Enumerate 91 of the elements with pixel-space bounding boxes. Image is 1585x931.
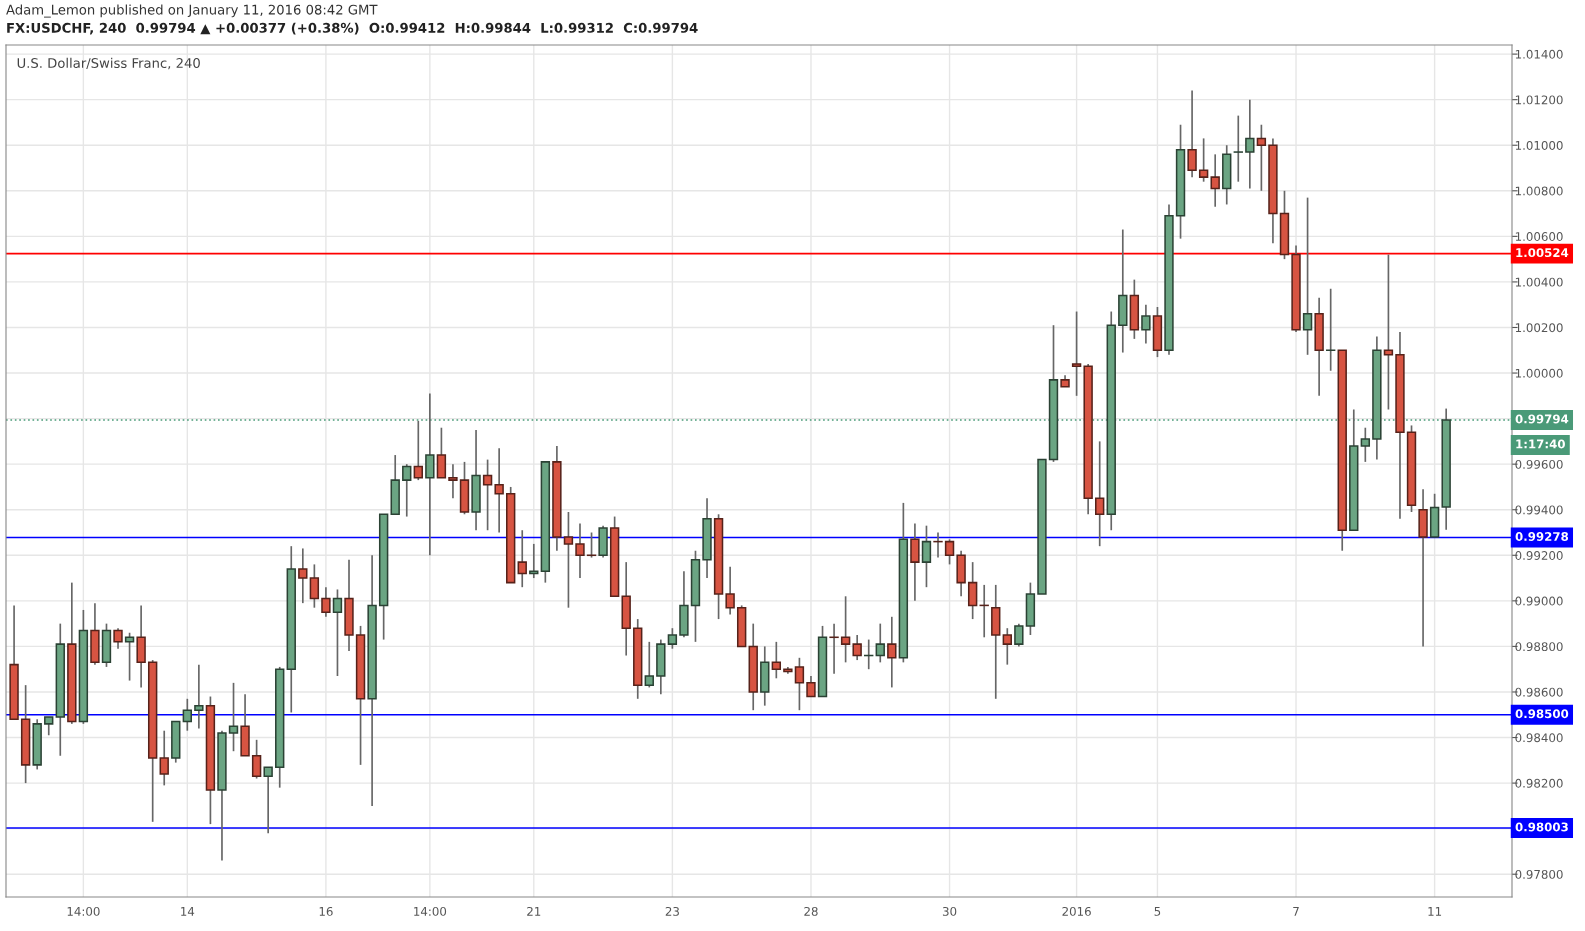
- candlestick: [228, 682, 239, 753]
- candlestick: [806, 675, 816, 698]
- candlestick: [644, 641, 654, 689]
- chart-subtitle: FX:USDCHF, 240 0.99794 ▲ +0.00377 (+0.38%) O:0.99412 H:0.99844 L:0.99312 C:0.99794: [7, 22, 698, 35]
- candlestick: [298, 547, 308, 604]
- candlestick: [159, 729, 169, 787]
- x-tick-label: 23: [665, 906, 679, 916]
- candlestick: [725, 565, 735, 616]
- y-tick-label: 1.00000: [1515, 368, 1563, 378]
- y-tick-label: 1.01000: [1515, 140, 1563, 150]
- y-tick-label: 1.00600: [1515, 232, 1563, 242]
- candlestick: [794, 656, 805, 712]
- ref-line-label: 0.99794: [1515, 414, 1569, 424]
- candlestick: [771, 641, 782, 680]
- x-tick-label: 14:00: [67, 906, 100, 916]
- x-tick-label: 28: [804, 906, 818, 916]
- candlestick: [425, 392, 435, 557]
- x-tick-label: 7: [1293, 907, 1299, 916]
- candlestick: [448, 463, 458, 500]
- y-tick-label: 1.00800: [1515, 186, 1563, 196]
- candlestick: [1256, 123, 1267, 192]
- candlestick: [910, 522, 920, 602]
- x-tick-label: 11: [1428, 907, 1442, 916]
- y-tick-label: 0.99000: [1515, 596, 1563, 606]
- candlestick: [1302, 196, 1313, 356]
- candlestick: [251, 738, 262, 780]
- candlestick: [436, 426, 447, 479]
- x-tick-label: 21: [527, 906, 541, 916]
- candlestick: [563, 511, 574, 609]
- ref-line-label: 1.00524: [1516, 248, 1569, 258]
- candlestick: [1071, 310, 1082, 397]
- candlestick: [840, 595, 851, 664]
- candlestick: [1383, 253, 1394, 411]
- candlestick: [1210, 153, 1220, 208]
- x-tick-label: 5: [1154, 907, 1161, 916]
- y-tick-label: 0.98400: [1515, 733, 1563, 743]
- y-tick-label: 0.99400: [1515, 505, 1563, 515]
- x-tick-label: 14:00: [414, 906, 447, 916]
- candlestick: [482, 458, 493, 532]
- y-tick-label: 1.01400: [1515, 49, 1563, 59]
- candlestick: [332, 588, 343, 677]
- text: 1:17:40: [1516, 439, 1565, 449]
- candlestick: [575, 522, 585, 579]
- candlestick: [113, 627, 123, 650]
- candlestick: [667, 627, 678, 650]
- ref-line-label: 0.98003: [1515, 822, 1568, 832]
- candlestick: [1095, 440, 1105, 548]
- y-tick-label: 0.99200: [1515, 551, 1563, 560]
- candlestick: [402, 463, 412, 518]
- ref-line-label: 0.98500: [1515, 709, 1569, 719]
- y-tick-label: 0.98800: [1515, 642, 1563, 652]
- candlestick: [309, 563, 320, 609]
- candlestick: [967, 561, 978, 620]
- x-tick-label: 2016: [1062, 906, 1091, 916]
- candlestick: [852, 634, 862, 661]
- text: Adam_Lemon published on January 11, 2016 08:42 GMT: [6, 4, 378, 18]
- y-tick-label: 0.98600: [1515, 687, 1563, 697]
- candlestick: [413, 420, 423, 481]
- candlestick: [944, 538, 955, 566]
- candlestick: [1141, 303, 1151, 345]
- candlestick: [1325, 287, 1336, 372]
- y-tick-label: 1.01200: [1515, 95, 1563, 105]
- x-tick-label: 14: [181, 907, 195, 916]
- y-tick-label: 0.98200: [1515, 778, 1563, 788]
- candlestick: [321, 586, 331, 618]
- candlestick: [517, 529, 527, 589]
- candlestick: [44, 716, 54, 737]
- candlestick: [1014, 622, 1024, 648]
- y-tick-label: 1.00400: [1515, 277, 1563, 287]
- candlestick: [1360, 426, 1371, 463]
- x-tick-label: 30: [942, 906, 957, 916]
- text: U.S. Dollar/Swiss Franc, 240: [17, 57, 200, 70]
- y-tick-label: 0.99600: [1515, 459, 1563, 469]
- ref-line-label: 0.99278: [1515, 532, 1569, 541]
- y-tick-label: 0.97800: [1515, 869, 1563, 879]
- candlestick: [1002, 627, 1012, 666]
- candlestick: [1187, 89, 1197, 178]
- candlestick: [263, 766, 273, 835]
- candlestick: [494, 447, 504, 534]
- candlestick: [887, 615, 897, 689]
- y-tick-label: 1.00200: [1515, 323, 1563, 333]
- candlestick: [1233, 114, 1243, 183]
- candlestick: [124, 631, 135, 682]
- candlestick: [529, 543, 539, 579]
- candlestick: [194, 663, 204, 730]
- candlestick: [875, 622, 885, 664]
- candlestick: [1198, 137, 1209, 183]
- candlestick: [182, 697, 193, 732]
- candlestick: [921, 524, 932, 589]
- candlestick: [1245, 98, 1255, 190]
- x-tick-label: 16: [319, 906, 333, 916]
